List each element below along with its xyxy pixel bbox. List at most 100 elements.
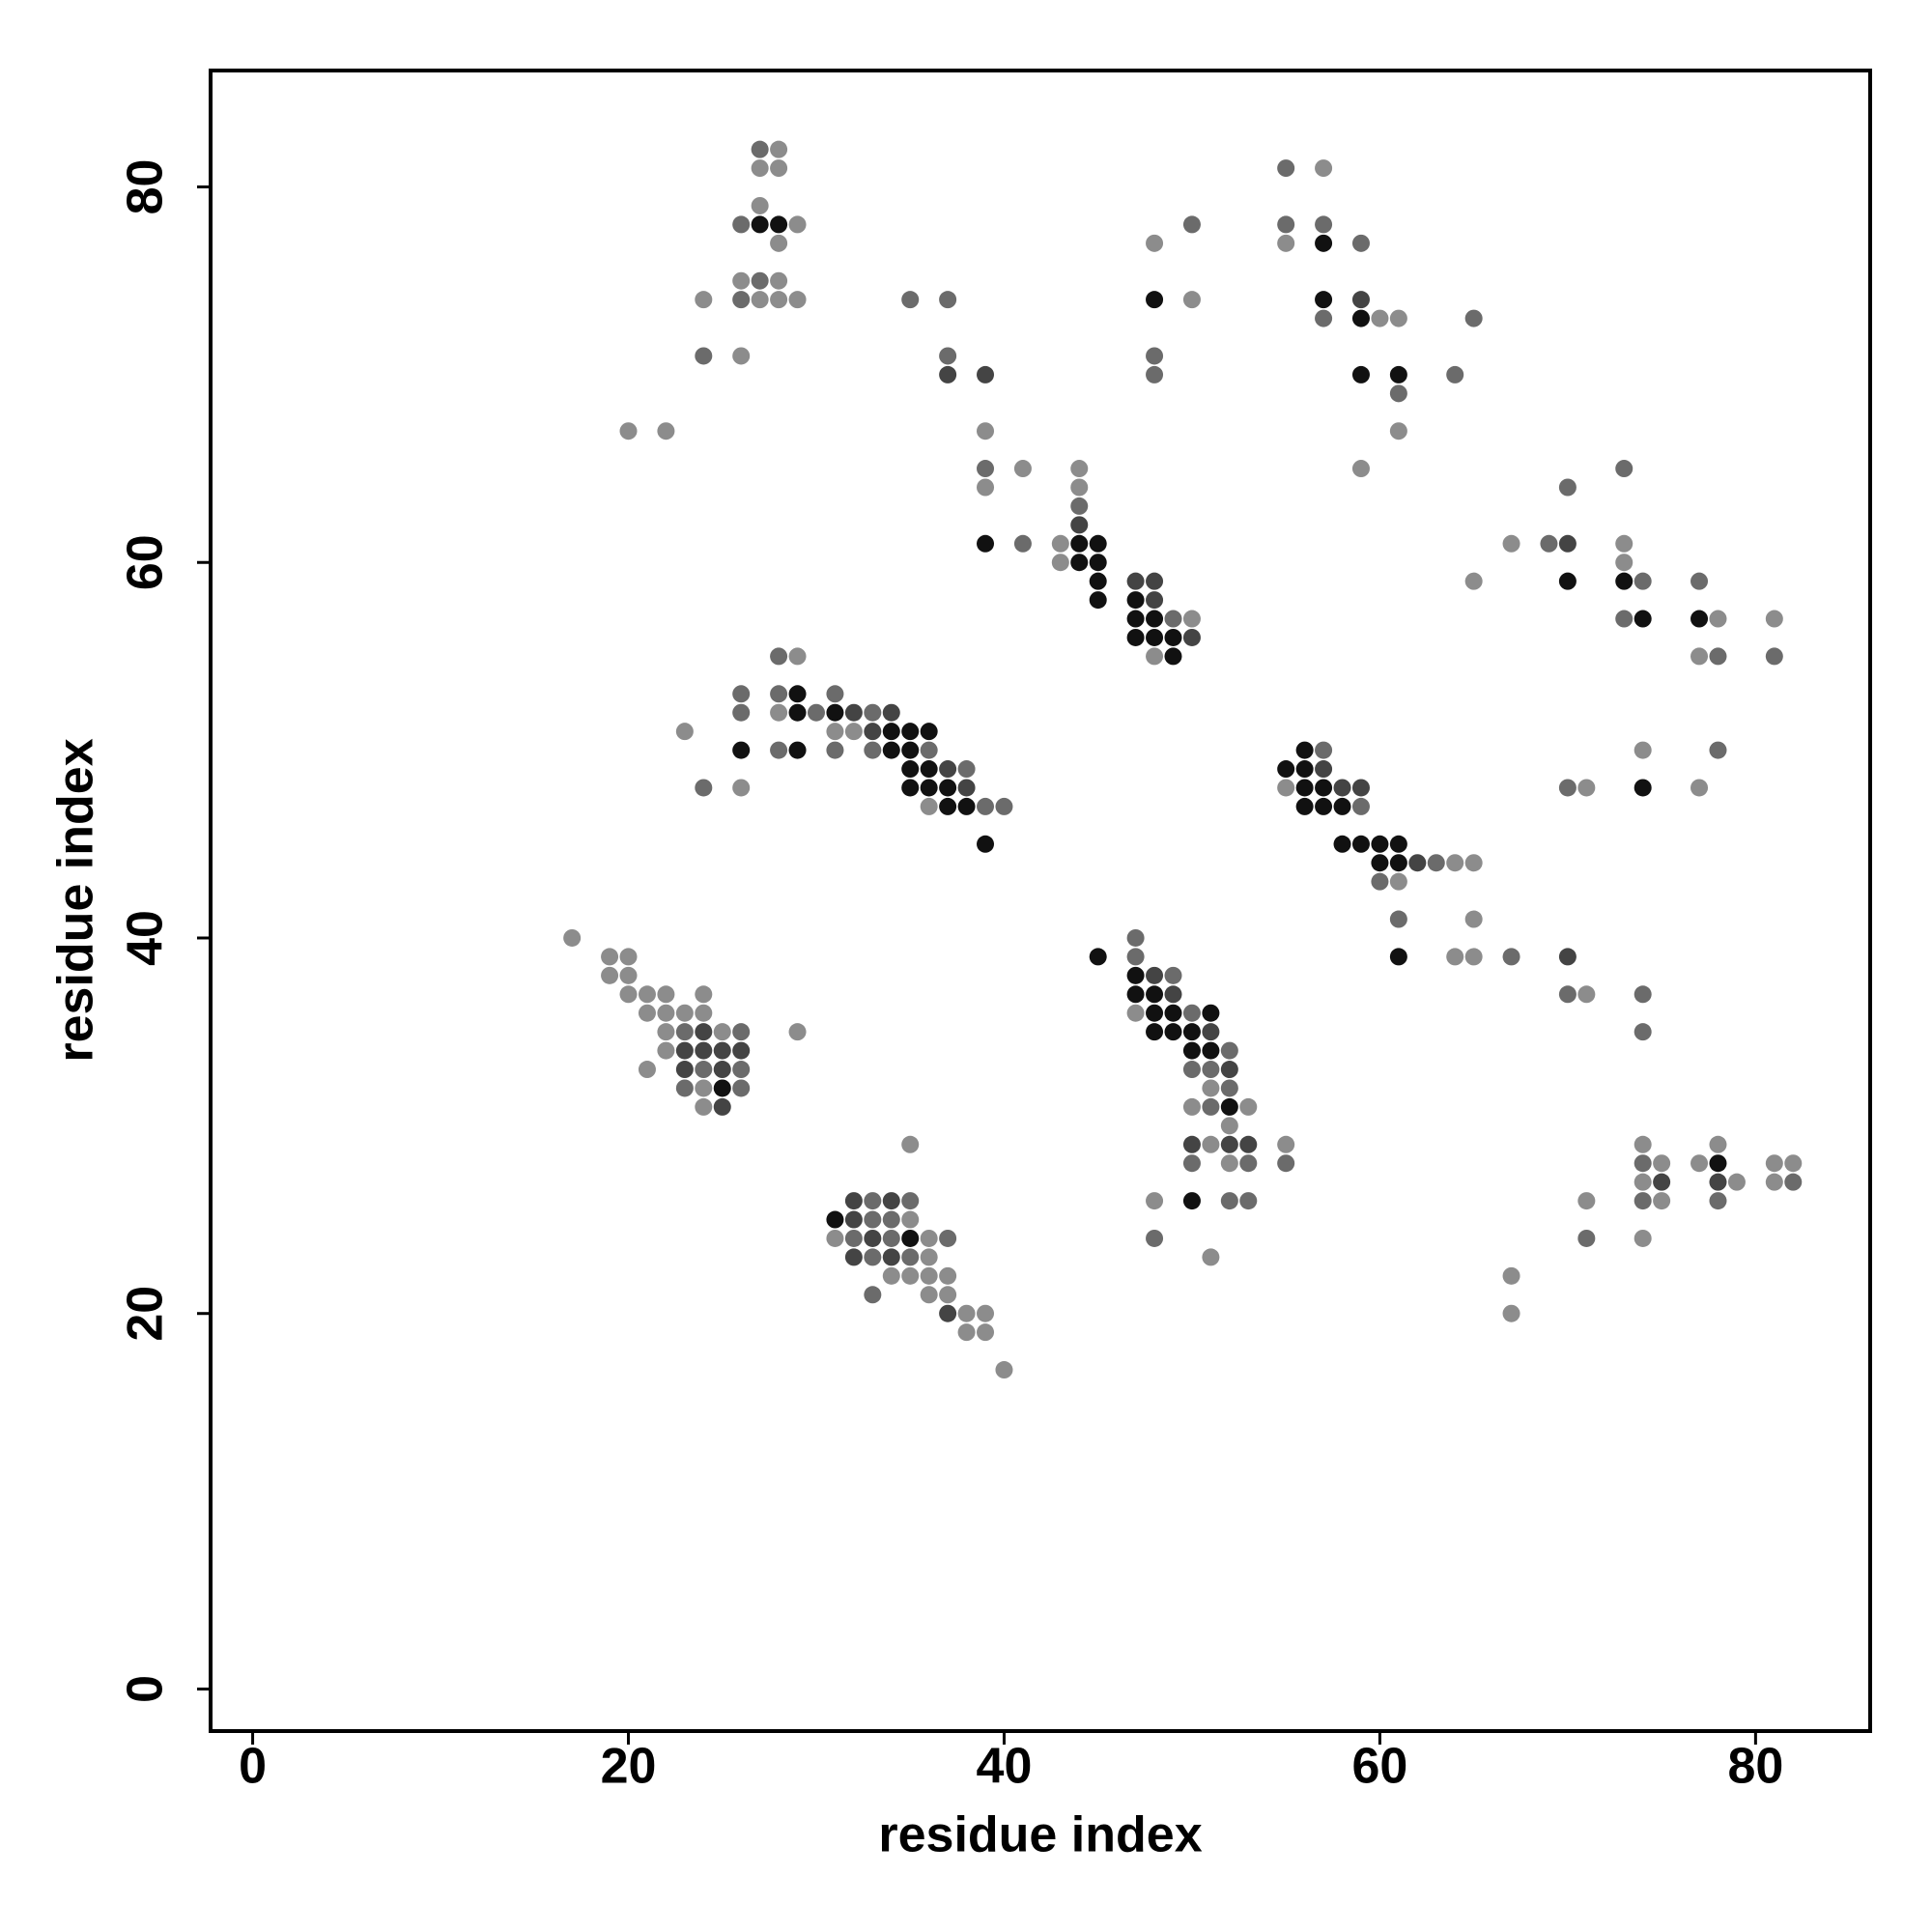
point (1070, 554, 1089, 572)
point (826, 1210, 844, 1229)
point (844, 1229, 863, 1247)
point (882, 1266, 900, 1285)
point (864, 1210, 882, 1229)
point (1182, 1192, 1201, 1210)
point (1146, 647, 1164, 666)
point (1540, 534, 1558, 553)
point (920, 741, 938, 759)
point (695, 985, 713, 1004)
point (1464, 910, 1483, 928)
point (1239, 1097, 1258, 1116)
point (1182, 1041, 1201, 1060)
point (1558, 948, 1577, 966)
point (882, 703, 900, 722)
point (788, 647, 807, 666)
point (901, 760, 920, 779)
point (1202, 1135, 1220, 1153)
point (1202, 1061, 1220, 1079)
point (939, 797, 957, 815)
point (1126, 572, 1145, 590)
point (901, 1210, 920, 1229)
point (732, 1079, 751, 1097)
point (1634, 572, 1652, 590)
point (901, 291, 920, 309)
point (1371, 309, 1389, 327)
point (1502, 534, 1520, 553)
point (657, 422, 675, 440)
point (826, 685, 844, 703)
point (1277, 779, 1295, 797)
point (1615, 554, 1634, 572)
point (844, 703, 863, 722)
point (657, 985, 675, 1004)
point (1446, 948, 1464, 966)
point (901, 1192, 920, 1210)
point (1709, 1154, 1727, 1173)
point (1765, 1154, 1783, 1173)
point (675, 723, 694, 741)
point (1277, 215, 1295, 234)
point (695, 1097, 713, 1116)
point (770, 685, 788, 703)
point (1464, 854, 1483, 872)
point (1389, 948, 1407, 966)
point (1089, 554, 1107, 572)
point (1502, 1304, 1520, 1322)
point (977, 1304, 995, 1322)
point (1389, 910, 1407, 928)
point (977, 422, 995, 440)
point (1615, 460, 1634, 478)
point (864, 703, 882, 722)
point (1220, 1079, 1238, 1097)
point (826, 1229, 844, 1247)
point (844, 723, 863, 741)
x-tick-label: 80 (1727, 1739, 1783, 1795)
point (957, 779, 976, 797)
point (1126, 591, 1145, 610)
point (1164, 966, 1182, 984)
point (638, 1061, 656, 1079)
point (1164, 985, 1182, 1004)
point (1653, 1192, 1671, 1210)
point (1126, 628, 1145, 646)
point (695, 1079, 713, 1097)
x-axis-title: residue index (878, 1807, 1202, 1863)
point (1182, 1135, 1201, 1153)
point (920, 723, 938, 741)
point (1089, 534, 1107, 553)
point (977, 478, 995, 497)
point (1558, 572, 1577, 590)
point (1239, 1192, 1258, 1210)
point (1558, 779, 1577, 797)
point (1146, 628, 1164, 646)
point (1146, 966, 1164, 984)
point (1333, 797, 1351, 815)
point (939, 779, 957, 797)
point (807, 703, 825, 722)
point (1446, 854, 1464, 872)
point (920, 1286, 938, 1304)
point (1389, 365, 1407, 384)
point (977, 365, 995, 384)
point (770, 741, 788, 759)
point (901, 1266, 920, 1285)
point (1502, 1266, 1520, 1285)
point (901, 1248, 920, 1266)
point (1615, 534, 1634, 553)
point (770, 271, 788, 290)
point (1634, 1229, 1652, 1247)
point (713, 1061, 731, 1079)
point (864, 1286, 882, 1304)
point (1277, 159, 1295, 178)
point (939, 347, 957, 365)
point (1464, 572, 1483, 590)
point (1727, 1173, 1746, 1191)
point (1146, 347, 1164, 365)
point (1371, 872, 1389, 891)
point (695, 1061, 713, 1079)
point (732, 1023, 751, 1041)
point (1653, 1154, 1671, 1173)
point (920, 1229, 938, 1247)
point (1690, 572, 1709, 590)
